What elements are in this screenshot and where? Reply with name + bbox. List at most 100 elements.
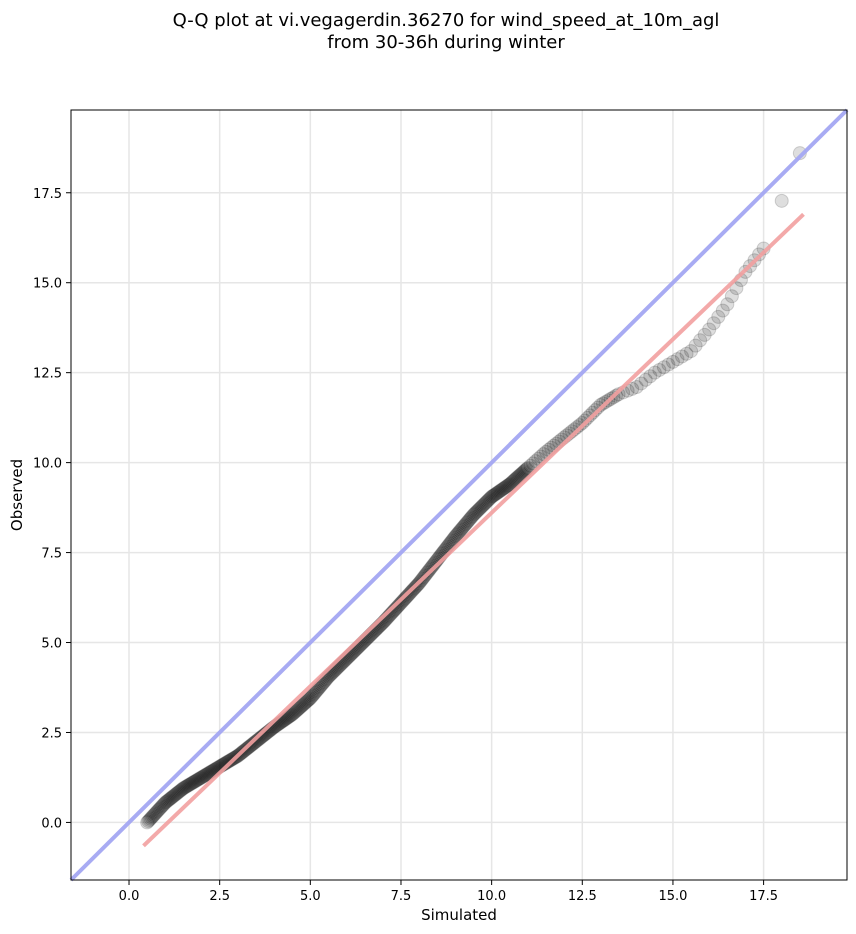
- qq-point: [675, 349, 690, 364]
- qq-point: [510, 470, 525, 485]
- y-tick-label: 0.0: [41, 816, 62, 831]
- qq-point: [519, 462, 534, 477]
- qq-point: [461, 513, 476, 528]
- qq-point: [715, 303, 730, 318]
- qq-point: [281, 709, 296, 724]
- y-tick-label: 12.5: [33, 367, 62, 382]
- qq-point: [184, 776, 199, 791]
- qq-point: [297, 696, 312, 711]
- qq-point: [166, 789, 181, 804]
- grid-lines: [71, 110, 847, 880]
- qq-point: [177, 780, 192, 795]
- qq-point: [443, 535, 458, 550]
- qq-point: [477, 496, 492, 511]
- x-tick-label: 7.5: [391, 889, 412, 904]
- qq-point: [280, 710, 295, 725]
- qq-point: [514, 467, 529, 482]
- qq-point: [303, 691, 318, 706]
- qq-point: [493, 483, 508, 498]
- qq-point: [145, 809, 160, 824]
- qq-point: [459, 515, 474, 530]
- qq-point: [693, 333, 708, 348]
- qq-point: [466, 507, 481, 522]
- qq-point: [467, 506, 482, 521]
- qq-point: [469, 504, 484, 519]
- qq-point: [148, 806, 163, 821]
- qq-point: [611, 387, 626, 402]
- qq-point: [468, 505, 483, 520]
- qq-point: [515, 466, 530, 481]
- qq-point: [629, 380, 644, 395]
- qq-point: [720, 297, 735, 312]
- qq-point: [679, 346, 694, 361]
- y-tick-label: 2.5: [41, 726, 62, 741]
- qq-point: [159, 794, 174, 809]
- qq-point: [248, 734, 263, 749]
- qq-point: [494, 482, 509, 497]
- qq-point: [473, 501, 488, 516]
- qq-point: [471, 503, 486, 518]
- qq-point: [577, 413, 592, 428]
- x-axis-ticks: 0.0 2.5 5.0 7.5 10.0 12.5 15.0 17.5: [119, 880, 778, 904]
- qq-point: [192, 771, 207, 786]
- qq-point: [509, 471, 524, 486]
- qq-point: [291, 701, 306, 716]
- qq-point: [500, 478, 515, 493]
- qq-point: [284, 708, 299, 723]
- qq-point: [152, 801, 167, 816]
- qq-point: [575, 416, 590, 431]
- qq-point: [397, 592, 412, 607]
- qq-point: [312, 680, 327, 695]
- qq-point: [396, 593, 411, 608]
- qq-point: [729, 281, 744, 296]
- qq-point: [502, 477, 517, 492]
- qq-point: [474, 499, 489, 514]
- qq-point: [625, 381, 640, 396]
- qq-point: [495, 481, 510, 496]
- qq-point: [486, 488, 501, 503]
- y-tick-label: 7.5: [41, 547, 62, 562]
- qq-point: [670, 352, 685, 367]
- qq-point: [585, 405, 600, 420]
- qq-point: [483, 490, 498, 505]
- qq-point: [150, 804, 165, 819]
- qq-point: [175, 782, 190, 797]
- qq-point: [290, 702, 305, 717]
- qq-point: [792, 146, 807, 161]
- qq-point: [449, 528, 464, 543]
- qq-point: [458, 517, 473, 532]
- qq-point: [170, 785, 185, 800]
- qq-point: [395, 594, 410, 609]
- qq-point: [304, 689, 319, 704]
- qq-point: [294, 699, 309, 714]
- qq-point: [446, 532, 461, 547]
- qq-point: [202, 765, 217, 780]
- identity-line: [69, 108, 849, 882]
- qq-point: [478, 495, 493, 510]
- qq-point: [301, 693, 316, 708]
- qq-point: [454, 522, 469, 537]
- x-tick-label: 5.0: [300, 889, 321, 904]
- qq-point: [511, 469, 526, 484]
- plot-frame: [70, 109, 848, 881]
- qq-point: [643, 369, 658, 384]
- qq-point: [193, 771, 208, 786]
- qq-point: [180, 778, 195, 793]
- qq-point: [178, 779, 193, 794]
- qq-point: [480, 494, 495, 509]
- qq-point: [286, 706, 301, 721]
- qq-point: [457, 518, 472, 533]
- qq-point: [507, 473, 522, 488]
- qq-point: [665, 354, 680, 369]
- qq-point: [661, 357, 676, 372]
- qq-point: [484, 489, 499, 504]
- qq-point: [203, 765, 218, 780]
- qq-point: [499, 479, 514, 494]
- fit-line: [142, 212, 805, 848]
- qq-point: [424, 560, 439, 575]
- qq-point: [250, 733, 265, 748]
- qq-point: [162, 792, 177, 807]
- qq-point: [638, 372, 653, 387]
- qq-point: [153, 800, 168, 815]
- qq-point: [157, 796, 172, 811]
